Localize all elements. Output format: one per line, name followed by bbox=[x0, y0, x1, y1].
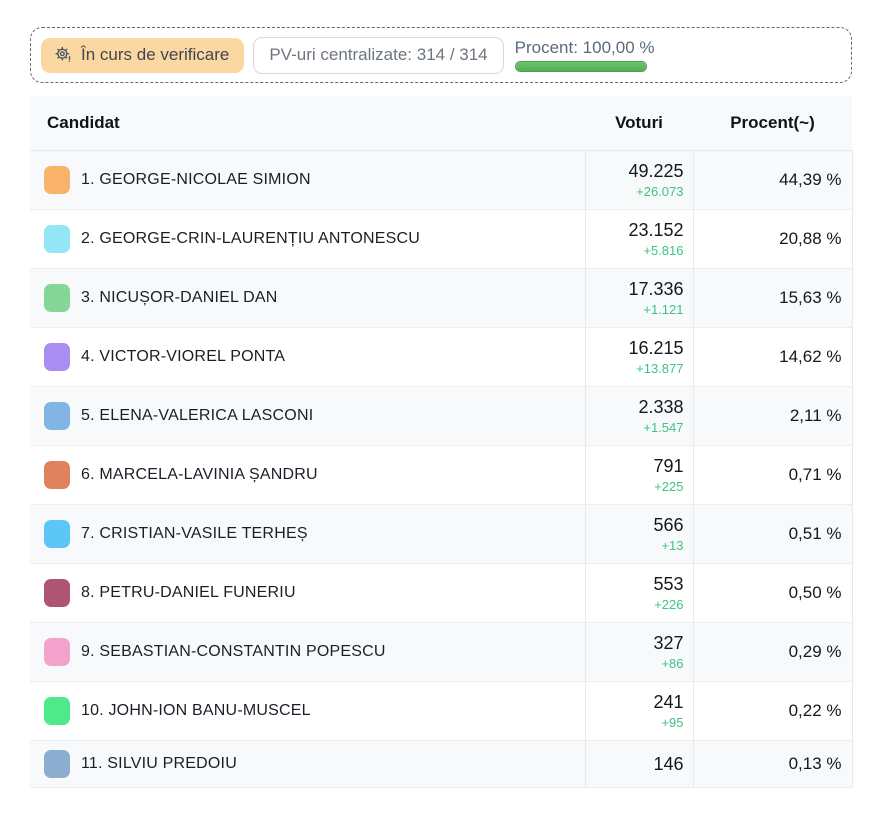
votes-cell: 49.225 +26.073 bbox=[584, 150, 694, 210]
percent-value: 0,50 % bbox=[693, 563, 853, 623]
verification-status-badge: În curs de verificare bbox=[41, 37, 245, 73]
column-header-percent: Procent(~) bbox=[693, 96, 852, 151]
votes-delta: +86 bbox=[661, 656, 684, 671]
candidate-color-swatch bbox=[44, 461, 70, 489]
candidate-name: 6. MARCELA-LAVINIA ȘANDRU bbox=[81, 466, 318, 483]
votes-value: 2.338 bbox=[638, 397, 684, 417]
votes-delta: +95 bbox=[661, 715, 684, 730]
candidate-name: 9. SEBASTIAN-CONSTANTIN POPESCU bbox=[81, 643, 386, 660]
percent-value: 0,13 % bbox=[693, 740, 853, 788]
candidate-color-swatch bbox=[44, 697, 70, 725]
candidate-row[interactable]: 3. NICUȘOR-DANIEL DAN 17.336 +1.121 15,6… bbox=[30, 268, 853, 328]
progress-percent-label: Procent: 100,00 % bbox=[514, 38, 655, 57]
percent-value: 0,29 % bbox=[693, 622, 853, 682]
votes-value: 791 bbox=[653, 456, 684, 476]
candidate-row[interactable]: 4. VICTOR-VIOREL PONTA 16.215 +13.877 14… bbox=[30, 327, 853, 387]
candidate-color-swatch bbox=[44, 750, 70, 778]
candidate-color-swatch bbox=[44, 166, 70, 194]
candidate-row[interactable]: 6. MARCELA-LAVINIA ȘANDRU 791 +225 0,71 … bbox=[30, 445, 853, 505]
gear-alert-icon bbox=[54, 45, 73, 64]
votes-cell: 17.336 +1.121 bbox=[584, 268, 694, 328]
votes-cell: 566 +13 bbox=[584, 504, 694, 564]
candidate-name: 10. JOHN-ION BANU-MUSCEL bbox=[81, 702, 311, 719]
progress-bar-track bbox=[514, 61, 647, 72]
progress-bar-fill bbox=[515, 62, 646, 71]
votes-delta: +1.121 bbox=[643, 302, 684, 317]
votes-value: 327 bbox=[653, 633, 684, 653]
votes-value: 16.215 bbox=[628, 338, 684, 358]
percent-value: 20,88 % bbox=[693, 209, 853, 269]
candidate-name: 3. NICUȘOR-DANIEL DAN bbox=[81, 289, 278, 306]
results-table-header: Candidat Voturi Procent(~) bbox=[30, 96, 852, 151]
votes-cell: 241 +95 bbox=[584, 681, 694, 741]
candidate-row[interactable]: 8. PETRU-DANIEL FUNERIU 553 +226 0,50 % bbox=[30, 563, 853, 623]
votes-delta: +26.073 bbox=[636, 184, 684, 199]
column-header-candidate: Candidat bbox=[30, 96, 585, 151]
results-table-body: 1. GEORGE-NICOLAE SIMION 49.225 +26.073 … bbox=[30, 150, 853, 788]
candidate-color-swatch bbox=[44, 520, 70, 548]
candidate-color-swatch bbox=[44, 284, 70, 312]
votes-value: 17.336 bbox=[628, 279, 684, 299]
pv-counter-label: PV-uri centralizate: 314 / 314 bbox=[269, 44, 488, 64]
votes-cell: 23.152 +5.816 bbox=[584, 209, 694, 269]
votes-cell: 791 +225 bbox=[584, 445, 694, 505]
votes-value: 566 bbox=[653, 515, 684, 535]
candidate-row[interactable]: 5. ELENA-VALERICA LASCONI 2.338 +1.547 2… bbox=[30, 386, 853, 446]
candidate-name: 8. PETRU-DANIEL FUNERIU bbox=[81, 584, 296, 601]
votes-delta: +13.877 bbox=[636, 361, 684, 376]
percent-value: 0,51 % bbox=[693, 504, 853, 564]
candidate-name: 1. GEORGE-NICOLAE SIMION bbox=[81, 171, 311, 188]
candidate-name: 11. SILVIU PREDOIU bbox=[81, 755, 237, 772]
candidate-row[interactable]: 1. GEORGE-NICOLAE SIMION 49.225 +26.073 … bbox=[30, 150, 853, 210]
candidate-name: 2. GEORGE-CRIN-LAURENȚIU ANTONESCU bbox=[81, 230, 420, 247]
votes-delta: +225 bbox=[654, 479, 684, 494]
candidate-color-swatch bbox=[44, 343, 70, 371]
votes-cell: 327 +86 bbox=[584, 622, 694, 682]
votes-delta: +1.547 bbox=[643, 420, 684, 435]
votes-cell: 2.338 +1.547 bbox=[584, 386, 694, 446]
percent-value: 44,39 % bbox=[693, 150, 853, 210]
votes-delta: +226 bbox=[654, 597, 684, 612]
results-table: Candidat Voturi Procent(~) 1. GEORGE-NIC… bbox=[30, 96, 853, 788]
candidate-color-swatch bbox=[44, 225, 70, 253]
status-bar: În curs de verificare PV-uri centralizat… bbox=[30, 27, 852, 83]
candidate-color-swatch bbox=[44, 402, 70, 430]
percent-value: 15,63 % bbox=[693, 268, 853, 328]
votes-value: 49.225 bbox=[628, 161, 684, 181]
pv-centralized-counter: PV-uri centralizate: 314 / 314 bbox=[253, 36, 504, 74]
candidate-row[interactable]: 2. GEORGE-CRIN-LAURENȚIU ANTONESCU 23.15… bbox=[30, 209, 853, 269]
candidate-row[interactable]: 9. SEBASTIAN-CONSTANTIN POPESCU 327 +86 … bbox=[30, 622, 853, 682]
votes-value: 553 bbox=[653, 574, 684, 594]
candidate-row[interactable]: 11. SILVIU PREDOIU 146 0,13 % bbox=[30, 740, 853, 788]
centralization-progress: Procent: 100,00 % bbox=[514, 38, 655, 72]
candidate-name: 4. VICTOR-VIOREL PONTA bbox=[81, 348, 286, 365]
verification-status-label: În curs de verificare bbox=[81, 44, 230, 64]
votes-cell: 146 bbox=[584, 740, 694, 788]
candidate-row[interactable]: 10. JOHN-ION BANU-MUSCEL 241 +95 0,22 % bbox=[30, 681, 853, 741]
votes-cell: 16.215 +13.877 bbox=[584, 327, 694, 387]
percent-value: 0,71 % bbox=[693, 445, 853, 505]
votes-delta: +5.816 bbox=[643, 243, 684, 258]
candidate-name: 5. ELENA-VALERICA LASCONI bbox=[81, 407, 314, 424]
votes-cell: 553 +226 bbox=[584, 563, 694, 623]
percent-value: 14,62 % bbox=[693, 327, 853, 387]
candidate-row[interactable]: 7. CRISTIAN-VASILE TERHEȘ 566 +13 0,51 % bbox=[30, 504, 853, 564]
votes-value: 23.152 bbox=[628, 220, 684, 240]
candidate-name: 7. CRISTIAN-VASILE TERHEȘ bbox=[81, 525, 308, 542]
candidate-color-swatch bbox=[44, 579, 70, 607]
votes-value: 146 bbox=[653, 753, 684, 774]
percent-value: 2,11 % bbox=[693, 386, 853, 446]
candidate-color-swatch bbox=[44, 638, 70, 666]
votes-delta: +13 bbox=[661, 538, 684, 553]
results-page: În curs de verificare PV-uri centralizat… bbox=[30, 27, 853, 788]
percent-value: 0,22 % bbox=[693, 681, 853, 741]
column-header-votes: Voturi bbox=[585, 96, 693, 151]
votes-value: 241 bbox=[653, 692, 684, 712]
